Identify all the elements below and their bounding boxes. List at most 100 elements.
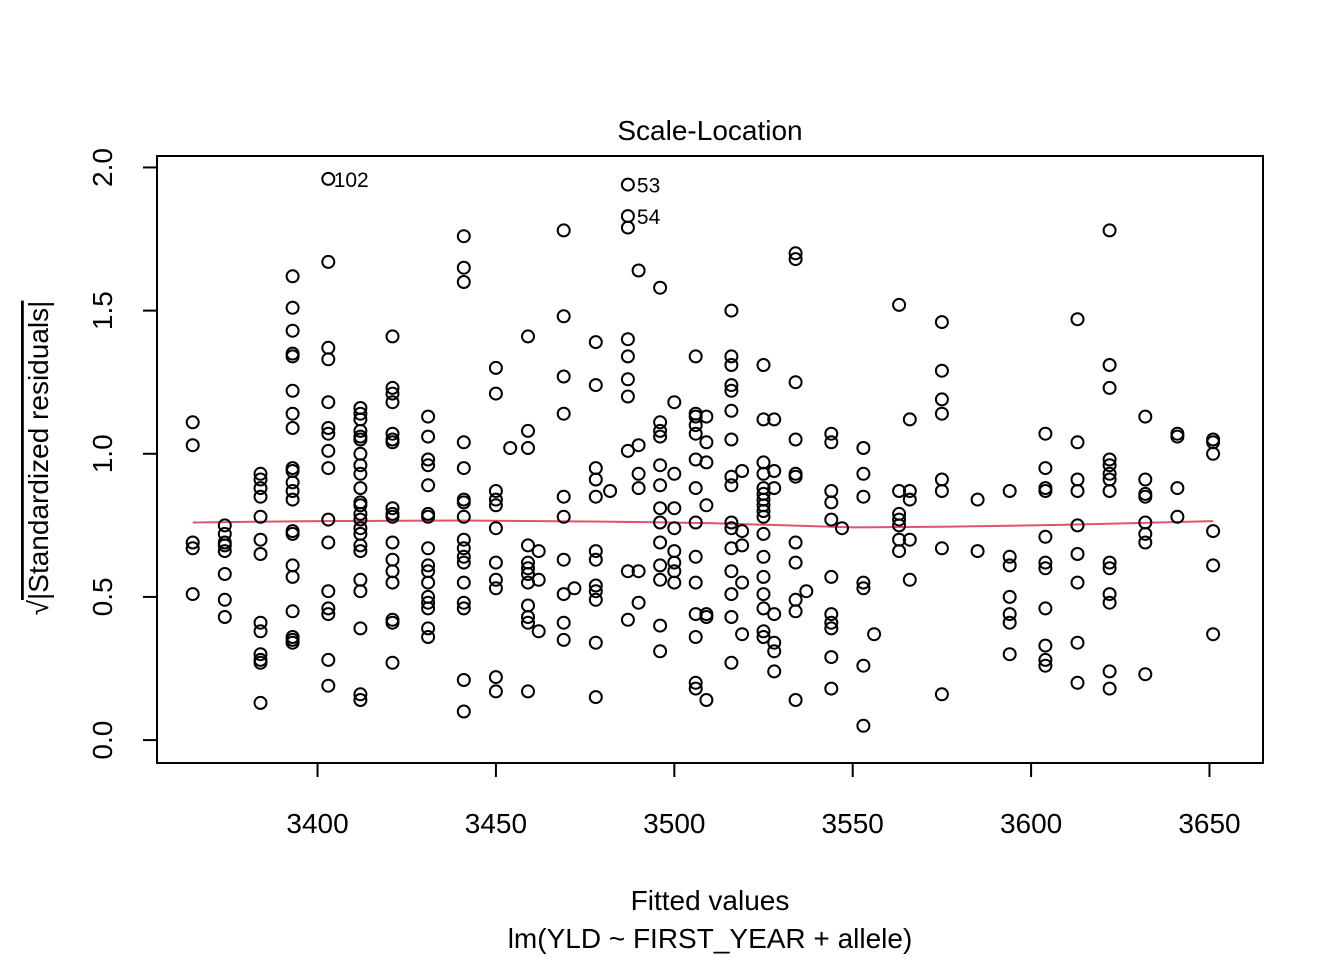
data-point-311 [824,650,839,665]
data-point-129 [456,549,471,564]
data-point-138 [488,484,503,498]
data-point-125 [456,495,471,510]
data-point-344 [1002,484,1017,498]
data-point-153 [521,561,535,576]
data-point-249 [724,383,739,398]
data-point-158 [521,615,535,630]
data-point-372 [1102,358,1117,372]
data-point-36 [285,475,300,490]
data-point-250 [724,403,739,418]
data-point-352 [1038,461,1053,476]
data-point-169 [556,552,571,567]
data-point-31 [285,383,300,398]
data-point-81 [353,572,368,587]
data-point-101 [385,615,400,630]
data-point-310 [824,621,839,636]
data-point-10 [217,567,232,581]
data-point-228 [688,426,703,441]
data-point-142 [488,555,503,570]
data-point-184 [588,635,603,650]
lowess-smooth-line [192,519,1214,529]
data-point-205 [653,423,668,438]
data-point-375 [1102,458,1117,473]
data-point-307 [824,569,839,584]
data-point-322 [892,297,907,312]
data-point-92 [385,435,400,450]
data-point-278 [756,569,771,584]
data-point-56 [321,512,336,527]
y-tick-label-1.5: 1.5 [87,291,118,330]
data-point-161 [531,572,546,587]
data-point-26 [285,269,300,284]
data-point-308 [824,607,839,622]
data-point-54 [321,443,336,458]
data-point-83 [353,621,368,636]
data-point-219 [667,521,682,536]
data-point-136 [488,360,503,375]
data-point-385 [1138,409,1153,424]
data-point-27 [285,300,300,315]
y-axis: 0.0 0.5 1.0 1.5 2.0 [87,148,158,760]
y-tick-label-1: 1.0 [87,434,118,473]
data-point-95 [385,509,400,524]
data-point-8 [217,538,232,553]
data-point-157 [521,610,535,624]
data-point-12 [217,610,232,624]
residual-points [185,171,1221,733]
x-axis-title: Fitted values [631,885,790,916]
data-point-267 [756,412,771,427]
data-point-374 [1102,452,1117,467]
data-point-77 [353,521,368,536]
data-point-261 [735,464,750,478]
data-point-371 [1102,223,1117,238]
data-point-186 [603,484,618,498]
data-point-167 [556,489,571,504]
data-point-380 [1102,561,1117,576]
data-point-365 [1070,484,1085,498]
data-point-14 [253,472,268,487]
data-point-338 [934,472,949,487]
x-tick-label-3500: 3500 [643,808,705,839]
data-point-163 [556,223,571,238]
data-point-57 [321,535,336,550]
data-point-391 [1138,535,1153,550]
data-point-104 [421,429,436,444]
data-point-364 [1070,472,1085,487]
data-point-99 [385,575,400,590]
data-point-181 [588,578,603,593]
data-point-346 [1002,558,1017,573]
data-point-292 [788,375,803,390]
data-point-347 [1002,589,1017,604]
data-point-217 [667,466,682,481]
data-point-335 [934,363,949,378]
point-label-54: 54 [637,206,661,229]
data-point-304 [824,484,839,498]
data-point-84 [353,687,368,702]
data-point-276 [756,526,771,541]
data-point-66 [353,423,368,438]
data-point-263 [735,538,750,553]
data-point-1 [185,438,200,453]
data-point-328 [892,544,907,559]
data-point-303 [824,435,839,450]
data-point-202 [631,595,646,610]
data-point-379 [1102,555,1117,570]
data-point-345 [1002,549,1017,564]
data-point-383 [1102,664,1117,679]
data-point-203 [653,280,668,295]
data-point-102 [385,655,400,670]
data-point-291 [788,252,803,267]
data-point-268 [756,455,771,470]
data-point-239 [699,435,714,450]
x-tick-label-3650: 3650 [1178,808,1240,839]
data-point-51 [321,395,336,410]
data-point-382 [1102,595,1117,610]
data-point-320 [856,718,871,733]
data-point-245 [724,303,739,318]
data-point-79 [353,538,368,553]
data-point-251 [724,432,739,447]
data-point-356 [1038,555,1053,570]
data-point-96 [385,535,400,550]
data-point-277 [756,549,771,564]
data-point-330 [902,484,917,498]
